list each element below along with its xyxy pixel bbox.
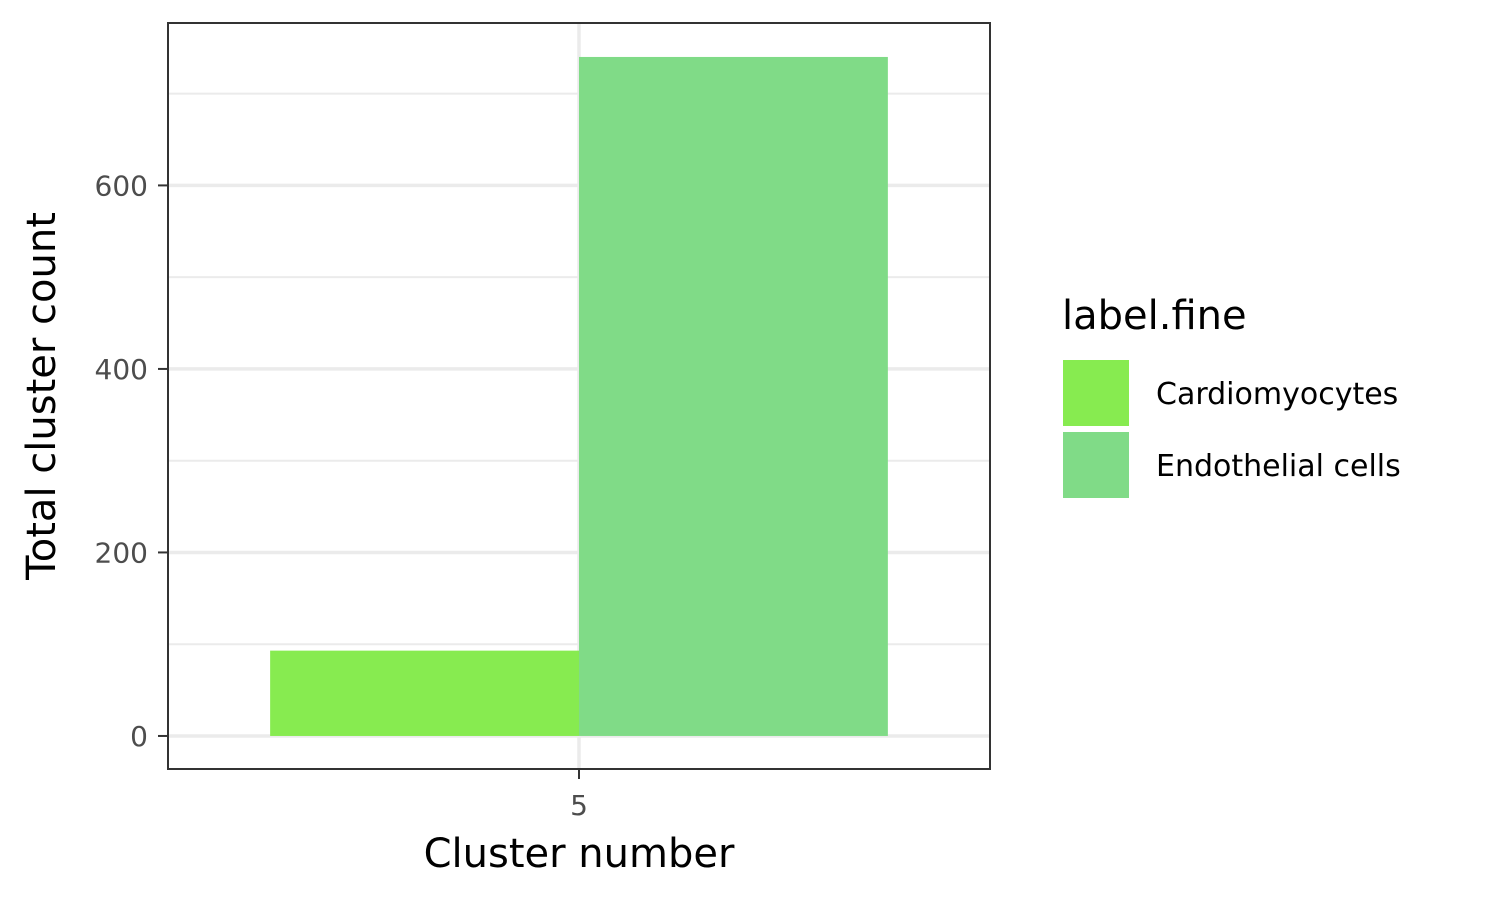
legend-label: Cardiomyocytes	[1156, 377, 1398, 412]
y-tick-label: 200	[95, 536, 148, 569]
legend-title: label.fine	[1062, 293, 1247, 339]
y-axis-ticks: 0 200 400 600	[95, 169, 168, 753]
bar-cardiomyocytes	[270, 650, 579, 736]
legend: label.fine Cardiomyocytes Endothelial cel…	[1062, 293, 1401, 498]
y-tick-label: 400	[95, 353, 148, 386]
y-tick-label: 600	[95, 169, 148, 202]
y-tick-label: 0	[130, 720, 148, 753]
y-axis-title: Total cluster count	[19, 212, 65, 581]
bars	[270, 56, 888, 736]
legend-key-endothelial-cells	[1063, 432, 1129, 498]
x-axis-ticks: 5	[570, 769, 588, 822]
legend-label: Endothelial cells	[1156, 449, 1401, 484]
x-tick-label: 5	[570, 789, 588, 822]
x-axis-title: Cluster number	[424, 831, 735, 877]
legend-key-cardiomyocytes	[1063, 360, 1129, 426]
bar-endothelial-cells	[579, 56, 888, 736]
